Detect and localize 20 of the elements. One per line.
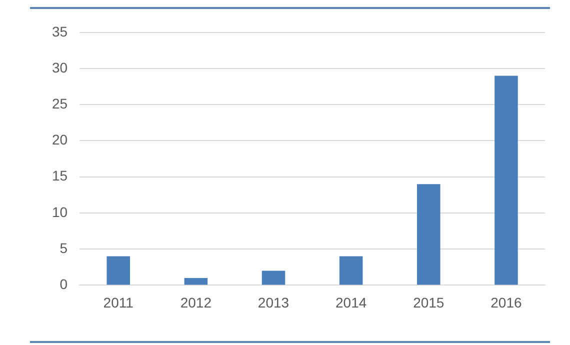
bar [262,270,286,285]
bar [106,256,130,285]
y-tick-label: 10 [52,204,68,220]
x-tick-label: 2015 [413,294,444,310]
y-tick-label: 15 [52,168,68,184]
y-tick-label: 25 [52,95,68,112]
x-tick-label: 2012 [180,294,212,310]
x-tick-label: 2014 [335,294,367,310]
y-tick-label: 35 [52,23,68,40]
x-tick-label: 2013 [258,294,290,310]
y-tick-label: 20 [52,132,68,148]
y-tick-label: 0 [60,276,68,292]
y-tick-label: 5 [60,240,68,256]
y-tick-label: 30 [52,59,68,76]
x-tick-label: 2016 [490,294,522,310]
bar [184,278,208,285]
bar [417,184,440,285]
x-tick-label: 2011 [103,294,134,310]
bar [339,256,363,285]
bar [494,76,518,285]
